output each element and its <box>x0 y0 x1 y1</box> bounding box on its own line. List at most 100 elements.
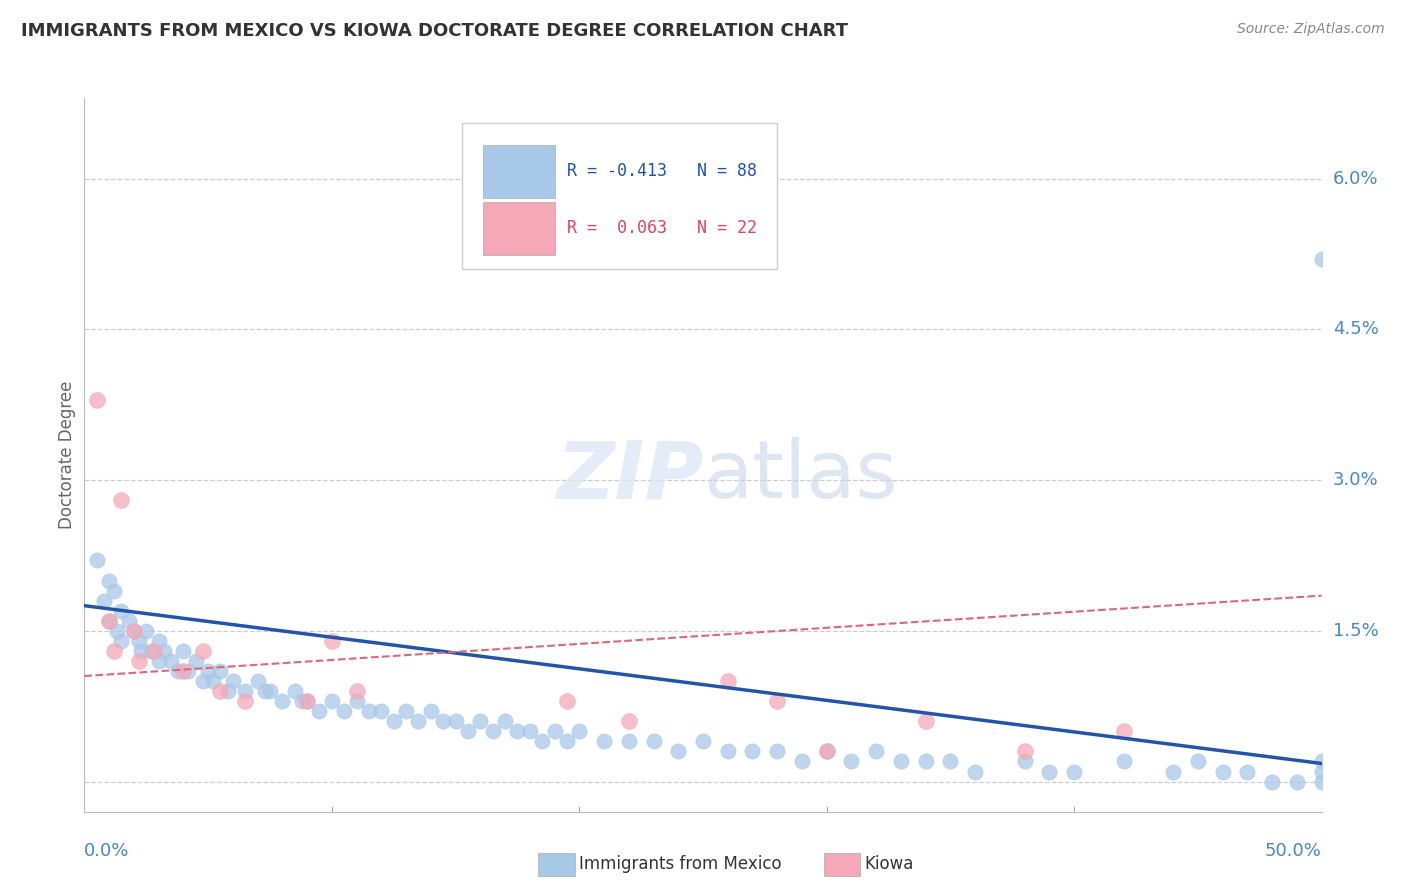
Point <box>865 744 887 758</box>
Point <box>1212 764 1234 779</box>
Point <box>741 744 763 758</box>
Point <box>148 654 170 668</box>
Point <box>333 704 356 718</box>
FancyBboxPatch shape <box>461 123 778 269</box>
Point <box>118 614 141 628</box>
Point <box>717 744 740 758</box>
Text: Immigrants from Mexico: Immigrants from Mexico <box>579 855 782 873</box>
Point <box>246 674 269 689</box>
Point <box>291 694 314 708</box>
Point <box>93 593 115 607</box>
Point <box>766 694 789 708</box>
Point <box>1063 764 1085 779</box>
Point <box>271 694 294 708</box>
Point <box>555 694 578 708</box>
Point <box>284 684 307 698</box>
Point <box>643 734 665 748</box>
Point <box>1187 755 1209 769</box>
Point <box>370 704 392 718</box>
Text: ZIP: ZIP <box>555 437 703 516</box>
Point <box>1310 252 1333 266</box>
Point <box>382 714 405 729</box>
Point <box>128 633 150 648</box>
Point <box>197 664 219 678</box>
Point <box>841 755 863 769</box>
Point <box>160 654 183 668</box>
Point <box>470 714 492 729</box>
Point <box>98 574 121 588</box>
Text: IMMIGRANTS FROM MEXICO VS KIOWA DOCTORATE DEGREE CORRELATION CHART: IMMIGRANTS FROM MEXICO VS KIOWA DOCTORAT… <box>21 22 848 40</box>
Point <box>135 624 157 638</box>
Text: Source: ZipAtlas.com: Source: ZipAtlas.com <box>1237 22 1385 37</box>
FancyBboxPatch shape <box>482 145 554 198</box>
Y-axis label: Doctorate Degree: Doctorate Degree <box>58 381 76 529</box>
Point <box>444 714 467 729</box>
Point <box>1236 764 1258 779</box>
Point <box>110 633 132 648</box>
Text: 4.5%: 4.5% <box>1333 320 1379 338</box>
Point <box>543 724 565 739</box>
Point <box>815 744 838 758</box>
Point <box>321 633 343 648</box>
Point <box>457 724 479 739</box>
Point <box>191 644 214 658</box>
Point <box>308 704 330 718</box>
Text: 0.0%: 0.0% <box>84 842 129 860</box>
Text: R =  0.063   N = 22: R = 0.063 N = 22 <box>567 219 756 237</box>
Point <box>593 734 616 748</box>
Point <box>259 684 281 698</box>
Point <box>128 654 150 668</box>
Point <box>666 744 689 758</box>
Point <box>98 614 121 628</box>
Point <box>766 744 789 758</box>
Point <box>184 654 207 668</box>
Text: R = -0.413   N = 88: R = -0.413 N = 88 <box>567 162 756 180</box>
Point <box>148 633 170 648</box>
Text: Kiowa: Kiowa <box>865 855 914 873</box>
Point <box>346 684 368 698</box>
Point <box>1310 764 1333 779</box>
Point <box>86 553 108 567</box>
Point <box>1014 755 1036 769</box>
Point <box>357 704 380 718</box>
Point <box>617 734 640 748</box>
Point <box>717 674 740 689</box>
Point <box>167 664 190 678</box>
Point <box>692 734 714 748</box>
Point <box>110 604 132 618</box>
Point <box>122 624 145 638</box>
Point <box>555 734 578 748</box>
Point <box>295 694 318 708</box>
Point <box>177 664 200 678</box>
FancyBboxPatch shape <box>482 202 554 255</box>
Point <box>1261 774 1284 789</box>
Point <box>1014 744 1036 758</box>
Text: 50.0%: 50.0% <box>1265 842 1322 860</box>
Point <box>965 764 987 779</box>
Text: atlas: atlas <box>703 437 897 516</box>
Point <box>209 684 232 698</box>
Point <box>568 724 591 739</box>
Point <box>914 714 936 729</box>
Point <box>617 714 640 729</box>
Point <box>122 624 145 638</box>
Point <box>531 734 554 748</box>
Point <box>1285 774 1308 789</box>
Point <box>253 684 276 698</box>
Point <box>105 624 128 638</box>
Point <box>222 674 245 689</box>
Point <box>790 755 813 769</box>
Point <box>890 755 912 769</box>
Point <box>419 704 441 718</box>
Point <box>233 684 256 698</box>
Point <box>519 724 541 739</box>
Point <box>1112 755 1135 769</box>
Point <box>939 755 962 769</box>
Point <box>481 724 503 739</box>
Point <box>321 694 343 708</box>
Text: 3.0%: 3.0% <box>1333 471 1378 489</box>
Point <box>129 644 152 658</box>
Point <box>142 644 165 658</box>
Point <box>395 704 418 718</box>
Point <box>1161 764 1184 779</box>
